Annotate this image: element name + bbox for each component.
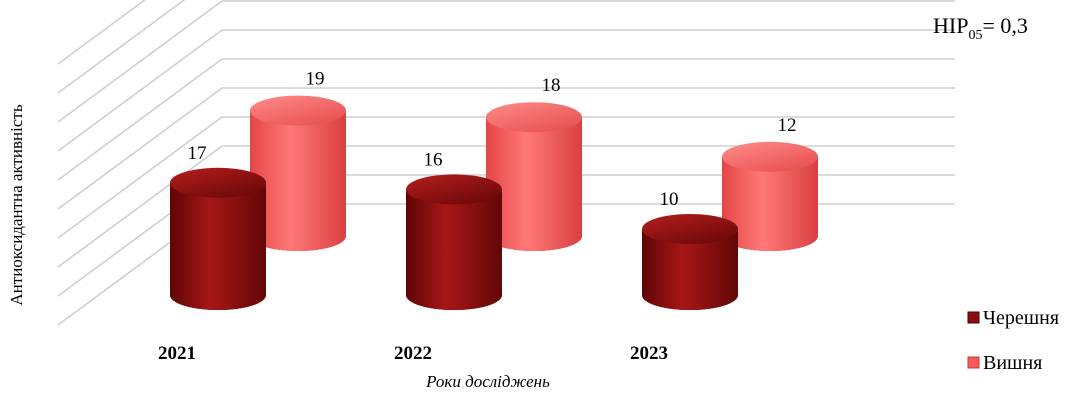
bar-cheresnia-2023 xyxy=(642,214,738,310)
gridline xyxy=(57,116,955,239)
category-label: 2022 xyxy=(394,343,432,364)
category-label: 2023 xyxy=(630,343,668,364)
gridline xyxy=(57,0,147,65)
bar-cheresnia-2021 xyxy=(170,167,266,310)
gridline xyxy=(57,0,955,123)
gridlines xyxy=(57,0,955,326)
legend-label: Вишня xyxy=(983,352,1042,374)
category-labels: 2021 2022 2023 xyxy=(158,343,668,364)
y-axis-label: Антиоксидантна активність xyxy=(7,104,26,305)
legend-swatch xyxy=(967,356,980,369)
bar-vyshnia-2021 xyxy=(250,95,346,251)
legend-item-cheresnia: Черешня xyxy=(967,307,1059,329)
gridline xyxy=(57,145,955,268)
data-labels: 19 18 12 17 16 10 xyxy=(188,69,797,210)
data-label: 19 xyxy=(306,69,325,90)
legend: Черешня Вишня xyxy=(967,307,1059,374)
legend-item-vyshnia: Вишня xyxy=(967,352,1042,374)
bar-vyshnia-2022 xyxy=(486,102,582,251)
data-label: 16 xyxy=(424,149,443,170)
category-label: 2021 xyxy=(158,343,196,364)
bar-cheresnia-2022 xyxy=(406,174,502,310)
gridline xyxy=(57,87,955,210)
gridline xyxy=(57,29,955,152)
legend-swatch xyxy=(967,311,980,324)
bars xyxy=(170,95,818,310)
legend-label: Черешня xyxy=(983,307,1059,329)
data-label: 17 xyxy=(188,143,207,164)
gridline xyxy=(57,58,955,181)
bar-vyshnia-2023 xyxy=(722,141,818,251)
gridline xyxy=(57,0,186,94)
data-label: 18 xyxy=(542,75,561,96)
x-axis-label: Роки досліджень xyxy=(425,372,550,391)
lsd-annotation: HIP05= 0,3 xyxy=(933,13,1028,43)
data-label: 12 xyxy=(778,115,797,136)
data-label: 10 xyxy=(660,189,679,210)
